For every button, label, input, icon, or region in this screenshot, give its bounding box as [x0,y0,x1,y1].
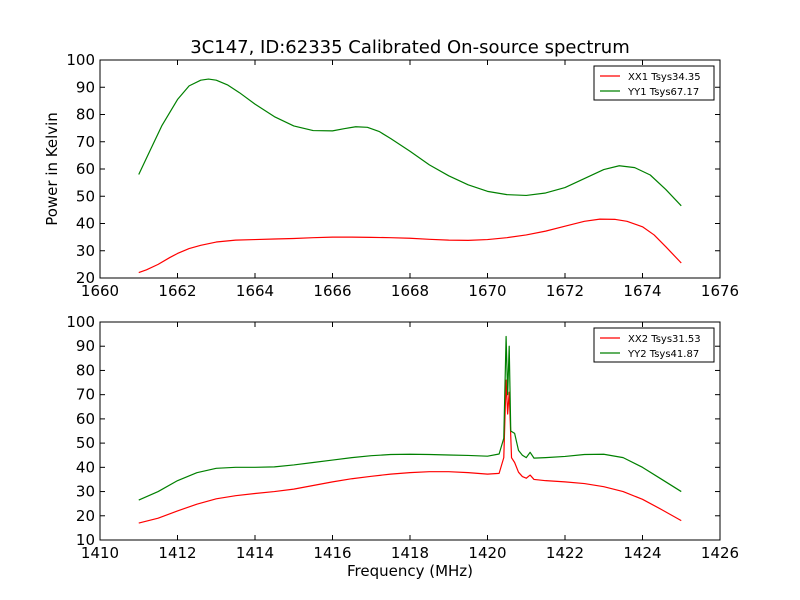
x-tick-label: 1424 [623,544,661,562]
series-line-2 [138,335,682,501]
x-tick-label: 1672 [546,282,584,300]
x-tick-label: 1666 [313,282,351,300]
legend-label-1: XX2 Tsys31.53 [628,334,701,345]
upper-plot: 1660 1662 1664 1666 1668 1670 1672 1674 1676 20 30… [66,51,739,300]
x-tick-label: 1668 [391,282,429,300]
y-tick-label: 100 [66,51,95,69]
x-tick-label: 1416 [313,544,351,562]
y-tick-label: 30 [76,242,95,260]
y-tick-label: 100 [66,313,95,331]
y-tick-label: 60 [76,160,95,178]
y-tick-label: 90 [76,78,95,96]
legend-label-1: XX1 Tsys34.35 [628,72,701,83]
x-tick-label: 1412 [158,544,196,562]
chart-title: 3C147, ID:62335 Calibrated On-source spe… [190,37,630,58]
x-tick-label: 1426 [701,544,739,562]
series-line-2 [138,78,682,207]
x-tick-label: 1410 [81,544,119,562]
legend-label-2: YY2 Tsys41.87 [627,349,699,360]
y-tick-label: 50 [76,434,95,452]
y-tick-label: 10 [76,531,95,549]
x-tick-label: 1420 [468,544,506,562]
y-tick-label: 20 [76,269,95,287]
legend-box [593,65,715,101]
x-tick-label: 1664 [236,282,274,300]
x-axis-label: Frequency (MHz) [347,562,473,580]
x-tick-label: 1418 [391,544,429,562]
x-tick-label: 1414 [236,544,274,562]
x-tick-label: 1670 [468,282,506,300]
y-tick-label: 50 [76,187,95,205]
legend-label-2: YY1 Tsys67.17 [627,87,699,98]
x-tick-label: 1660 [81,282,119,300]
y-tick-label: 20 [76,507,95,525]
x-tick-label: 1674 [623,282,661,300]
y-tick-label: 70 [76,133,95,151]
y-tick-label: 90 [76,337,95,355]
y-tick-label: 80 [76,361,95,379]
y-tick-label: 70 [76,386,95,404]
y-tick-label: 80 [76,106,95,124]
x-tick-label: 1422 [546,544,584,562]
series-line-1 [138,379,682,524]
series-line-1 [138,218,682,274]
y-tick-label: 40 [76,215,95,233]
legend-box [593,327,715,363]
x-tick-label: 1662 [158,282,196,300]
y-axis-label: Power in Kelvin [43,112,61,226]
x-tick-label: 1676 [701,282,739,300]
y-tick-label: 60 [76,410,95,428]
y-tick-label: 30 [76,483,95,501]
lower-plot: 1410 1412 1414 1416 1418 1420 1422 1424 1426 10 20… [66,313,739,562]
y-tick-label: 40 [76,458,95,476]
